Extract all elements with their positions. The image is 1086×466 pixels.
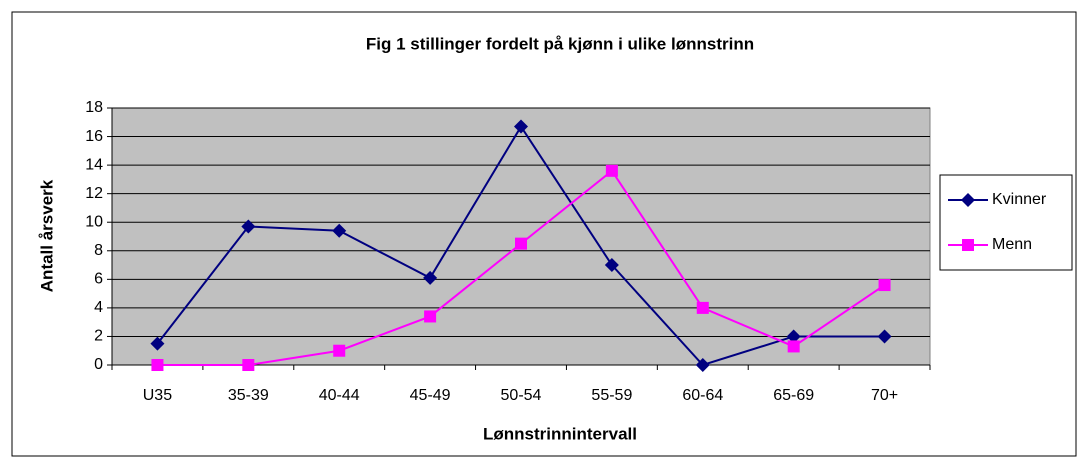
y-tick-label: 2 [94, 328, 103, 345]
x-tick-label: 60-64 [682, 387, 723, 404]
y-tick-label: 18 [85, 99, 103, 116]
y-tick-label: 8 [94, 242, 103, 259]
legend-label: Menn [992, 236, 1032, 253]
data-point [695, 358, 710, 372]
data-point [333, 344, 346, 357]
y-tick-label: 12 [85, 185, 103, 202]
x-tick-label: 65-69 [773, 387, 814, 404]
data-point [878, 279, 891, 292]
data-point [423, 270, 438, 285]
data-point [604, 258, 619, 273]
data-point [151, 359, 164, 371]
data-point [514, 119, 528, 134]
legend-marker [962, 239, 974, 251]
data-point [150, 336, 165, 351]
data-point [786, 329, 801, 344]
y-tick-label: 16 [85, 128, 103, 145]
data-point [241, 219, 256, 234]
y-tick-label: 10 [85, 213, 103, 230]
data-point [242, 359, 255, 371]
x-tick-label: 45-49 [410, 387, 451, 404]
legend-box [939, 174, 1073, 271]
data-point [605, 164, 618, 177]
x-tick-label: U35 [143, 387, 172, 404]
y-tick-label: 14 [85, 156, 103, 173]
chart-title: Fig 1 stillinger fordelt på kjønn i ulik… [366, 34, 754, 53]
data-point [515, 237, 527, 250]
data-point [787, 340, 800, 353]
plot-area [111, 107, 931, 366]
data-point [877, 329, 892, 344]
legend-label: Kvinner [992, 191, 1047, 208]
x-tick-label: 70+ [871, 387, 898, 404]
data-point [696, 301, 709, 314]
y-tick-label: 0 [94, 356, 103, 373]
y-axis-label: Antall årsverk [37, 179, 56, 292]
legend-marker [961, 193, 975, 207]
x-axis-label: Lønnstrinnintervall [483, 424, 637, 443]
y-tick-label: 6 [94, 271, 103, 288]
x-tick-label: 55-59 [591, 387, 632, 404]
x-tick-label: 50-54 [501, 387, 542, 404]
data-point [424, 310, 437, 323]
x-tick-label: 40-44 [319, 387, 360, 404]
y-tick-label: 4 [94, 299, 103, 316]
x-tick-label: 35-39 [228, 387, 269, 404]
data-point [332, 223, 347, 238]
